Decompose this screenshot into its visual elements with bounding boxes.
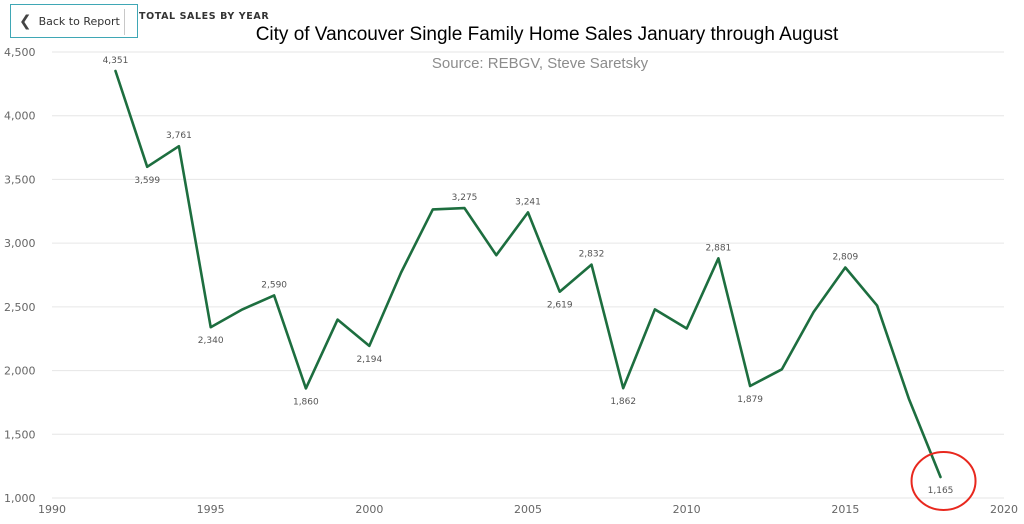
data-label: 1,862 (610, 397, 636, 407)
y-tick-label: 3,500 (4, 173, 36, 186)
back-button-label: Back to Report (38, 14, 120, 28)
highlight-circle (910, 450, 977, 511)
data-label: 1,860 (293, 397, 319, 407)
x-tick-label: 1995 (197, 503, 225, 516)
data-label: 1,879 (737, 395, 763, 405)
back-to-report-button[interactable]: ❮ Back to Report (10, 4, 138, 38)
x-tick-label: 2005 (514, 503, 542, 516)
data-label: 3,241 (515, 197, 541, 207)
data-label: 2,590 (261, 280, 287, 290)
page-title: TOTAL SALES BY YEAR (139, 11, 270, 22)
data-label: 4,351 (103, 56, 129, 66)
x-axis-ticks: 1990 1995 2000 2005 2010 2015 2020 (38, 503, 1018, 516)
data-label: 3,599 (134, 176, 160, 186)
x-tick-label: 2000 (355, 503, 383, 516)
chevron-left-icon: ❮ (19, 11, 32, 30)
y-tick-label: 1,000 (4, 492, 36, 505)
data-label: 3,761 (166, 131, 192, 141)
x-tick-label: 2010 (673, 503, 701, 516)
y-tick-label: 2,500 (4, 301, 36, 314)
header-divider (124, 9, 125, 35)
y-tick-label: 4,500 (4, 46, 36, 59)
series-line (114, 69, 942, 479)
data-label: 2,194 (356, 355, 382, 365)
y-axis-ticks: 1,000 1,500 2,000 2,500 3,000 3,500 4,000 4,500 (4, 46, 36, 505)
x-tick-label: 2015 (831, 503, 859, 516)
data-label: 2,619 (547, 301, 573, 311)
y-tick-label: 2,000 (4, 365, 36, 378)
data-label: 3,275 (452, 193, 478, 203)
gridlines (52, 51, 1004, 499)
data-labels: 4,351 3,599 3,761 2,340 2,590 1,860 2,194 3,275… (103, 56, 954, 496)
data-label: 2,832 (579, 250, 605, 260)
data-label: 1,165 (928, 486, 954, 496)
chart-title: City of Vancouver Single Family Home Sal… (255, 24, 839, 45)
y-tick-label: 3,000 (4, 237, 36, 250)
chart-subtitle: Source: REBGV, Steve Saretsky (431, 55, 649, 72)
data-label: 2,881 (706, 243, 732, 253)
data-label: 2,809 (832, 252, 858, 262)
y-tick-label: 1,500 (4, 428, 36, 441)
y-tick-label: 4,000 (4, 110, 36, 123)
data-label: 2,340 (198, 336, 224, 346)
x-tick-label: 1990 (38, 503, 66, 516)
x-tick-label: 2020 (990, 503, 1018, 516)
